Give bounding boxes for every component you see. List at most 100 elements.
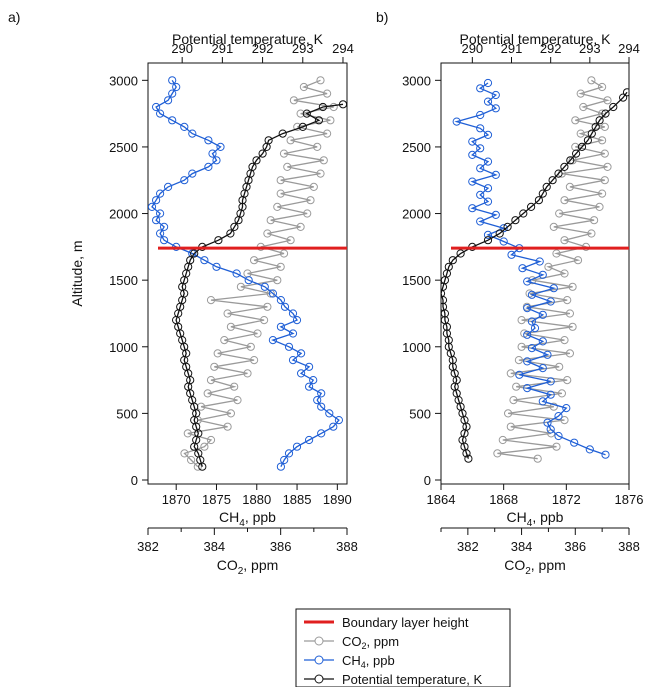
ch4-point [208, 149, 217, 158]
theta-point [456, 249, 465, 258]
ch4-point [325, 409, 334, 418]
ch4-point [491, 210, 500, 219]
ch4-point [164, 182, 173, 191]
co2-point [286, 236, 295, 245]
ch4-point [188, 169, 197, 178]
co2-point [506, 369, 515, 378]
co2-point [263, 229, 272, 238]
ch4-point [476, 217, 485, 226]
co2-point [263, 302, 272, 311]
legend-label: Potential temperature, K [342, 672, 483, 687]
theta-point [609, 102, 618, 112]
theta-point [560, 162, 569, 171]
ch4-point [156, 189, 165, 198]
ch4-point [523, 384, 532, 393]
co2-point [557, 389, 567, 398]
theta-point [577, 142, 587, 151]
theta-point [538, 189, 547, 198]
ch4-point [180, 122, 189, 132]
co2-point [329, 102, 338, 112]
co2-point [230, 382, 239, 391]
y-tick-label: 1500 [402, 273, 431, 288]
y-tick-label: 2000 [402, 207, 431, 222]
co2-point [306, 196, 315, 205]
co2-point [587, 76, 596, 85]
theta-point [527, 202, 536, 211]
ch4-point [483, 97, 493, 106]
co2-point [506, 422, 515, 431]
theta-point [619, 93, 628, 102]
y-tick-label: 2000 [109, 207, 138, 222]
ch4-point [305, 382, 314, 391]
ch4-point [288, 329, 298, 338]
ch4-point [317, 389, 326, 398]
ch4-point [297, 369, 306, 378]
ch4-point [280, 302, 290, 311]
theta-point [448, 256, 457, 265]
theta-point [238, 202, 247, 211]
ch4-point [297, 349, 306, 358]
co2-tick-label: 382 [137, 539, 159, 554]
ch4-point [538, 310, 547, 319]
ch4-point [483, 157, 493, 166]
ch4-point [468, 137, 477, 146]
ch4-tick-label: 1870 [162, 492, 191, 507]
y-tick-label: 0 [424, 473, 431, 488]
ch4-point [204, 162, 213, 171]
co2-point [555, 362, 564, 371]
ch4-point [530, 324, 540, 333]
theta-point [248, 162, 257, 171]
legend-label: CO2, ppm [342, 634, 399, 651]
co2-point [587, 229, 596, 238]
theta-point [595, 116, 604, 125]
theta-point [318, 102, 327, 112]
theta-point [186, 256, 195, 265]
co2-point [560, 236, 569, 245]
co2-point [603, 96, 612, 105]
ch4-point [476, 164, 485, 173]
co2-point [555, 209, 564, 218]
ch4-point [148, 202, 157, 211]
ch4-point [468, 150, 477, 159]
co2-point [319, 156, 328, 165]
co2-line [183, 79, 334, 468]
co2-point [233, 396, 242, 405]
ch4-point [288, 309, 298, 318]
co2-point [226, 409, 235, 418]
theta-point [548, 176, 557, 185]
ch4-point [538, 337, 547, 346]
co2-point [565, 349, 575, 358]
legend-marker [314, 655, 324, 665]
ch4-point [499, 224, 508, 233]
legend-item-blh: Boundary layer height [304, 615, 469, 630]
ch4-point [452, 117, 461, 126]
theta-point [278, 129, 287, 138]
co2-point [323, 89, 332, 98]
ch4-point [160, 222, 169, 231]
y-tick-label: 500 [116, 406, 138, 421]
co2-series [180, 76, 338, 471]
ch4-tick-label: 1890 [323, 492, 352, 507]
ch4-point [309, 376, 318, 385]
theta-point [338, 100, 347, 109]
co2-point [552, 249, 561, 258]
co2-point [226, 322, 235, 331]
co2-point [571, 116, 580, 125]
co2-point [512, 382, 521, 391]
top-axis-title: Potential temperature, K [460, 31, 612, 47]
theta-point [258, 149, 267, 158]
co2-point [200, 442, 209, 451]
co2-point [517, 316, 526, 325]
co2-point [579, 102, 588, 112]
co2-point [565, 309, 575, 318]
theta-point [302, 109, 311, 118]
co2-point [504, 409, 513, 418]
ch4-point [268, 336, 277, 345]
co2-point [326, 116, 335, 125]
ch4-point [523, 330, 532, 339]
co2-point [223, 309, 232, 318]
ch4-point [334, 416, 343, 425]
ch4-point [204, 136, 213, 145]
ch4-tick-label: 1864 [427, 492, 456, 507]
co2-point [603, 162, 612, 171]
